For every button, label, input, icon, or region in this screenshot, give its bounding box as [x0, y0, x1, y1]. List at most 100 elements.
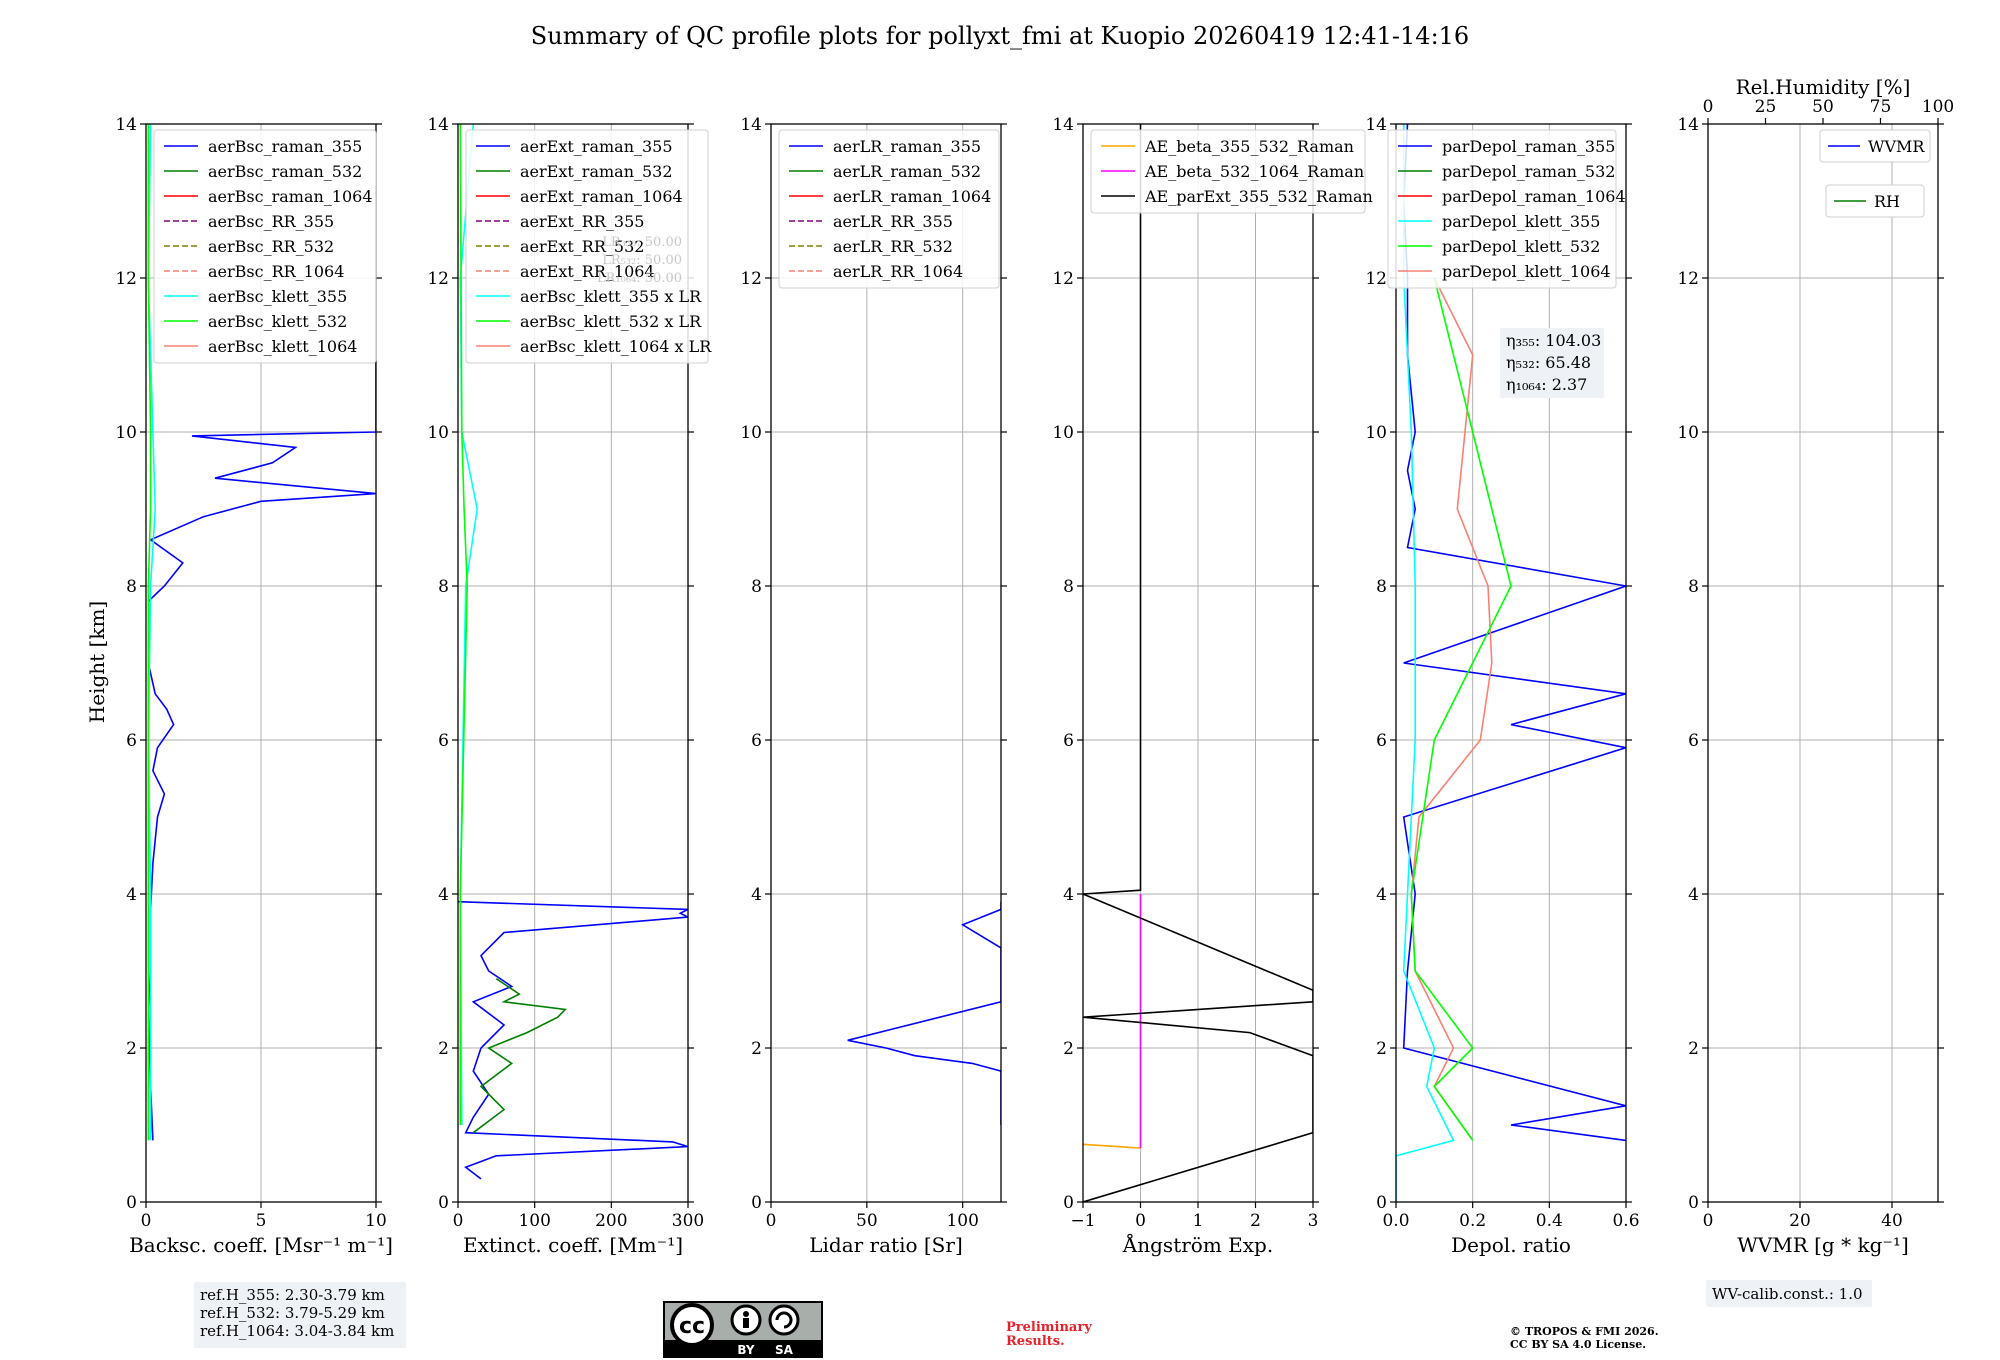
series-group	[147, 124, 376, 1141]
cc-license-logo: cc BY SA	[663, 1301, 823, 1358]
legend: WVMR RH	[1819, 129, 1931, 218]
x-tick-label: 2	[1250, 1211, 1261, 1231]
y-tick-label: 14	[427, 115, 449, 135]
legend-label: aerLR_raman_532	[833, 162, 981, 181]
series-line-parDepol_klett_1064	[1410, 277, 1493, 1141]
reference-height-box: ref.H_355: 2.30-3.79 km ref.H_532: 3.79-…	[194, 1282, 406, 1348]
lidar-ratio-note: LR₃₅₅: 50.00	[602, 235, 682, 250]
legend-label: aerLR_RR_1064	[833, 262, 963, 281]
series-line-aerBsc_klett_532 x LR	[459, 124, 469, 1125]
axes-frame	[770, 123, 1002, 1203]
legend-label: aerBsc_RR_532	[208, 237, 334, 256]
legend-label: aerExt_raman_532	[520, 162, 673, 181]
y-tick-label: 2	[1376, 1039, 1387, 1059]
panel-6: 0 20 40 0 2 4 6 8 10 12 14 WVMR [g * kg⁻¹] 0 25 50 75 10…	[1677, 75, 1954, 1257]
series-line-aerBsc_raman_355	[147, 185, 376, 1141]
y-tick-label: 4	[1376, 885, 1387, 905]
x-tick-label: 3	[1308, 1211, 1319, 1231]
ref-height-1064: ref.H_1064: 3.04-3.84 km	[200, 1322, 394, 1340]
series-line-aerBsc_klett_532	[147, 124, 152, 1141]
legend-label: parDepol_raman_1064	[1442, 187, 1626, 206]
y-tick-label: 6	[126, 731, 137, 751]
copyright-line1: © TROPOS & FMI 2026.	[1510, 1325, 1659, 1338]
figure-title: Summary of QC profile plots for pollyxt_…	[531, 22, 1469, 50]
y-tick-label: 4	[438, 885, 449, 905]
y-tick-label: 4	[1688, 885, 1699, 905]
y-tick-label: 10	[1677, 423, 1699, 443]
legend-label: aerExt_raman_355	[520, 137, 673, 156]
legend-box	[1090, 129, 1366, 214]
y-tick-label: 14	[740, 115, 762, 135]
legend-label: AE_beta_532_1064_Raman	[1144, 162, 1364, 181]
x-tick-label: 0	[141, 1211, 152, 1231]
top-x-tick-label: 25	[1755, 97, 1777, 117]
y-tick-label: 12	[115, 269, 137, 289]
legend-label: aerBsc_klett_1064 x LR	[520, 337, 712, 356]
x-tick-label: 20	[1789, 1211, 1811, 1231]
axes-frame	[457, 123, 689, 1203]
legend-label: aerLR_RR_355	[833, 212, 953, 231]
eta-note: η₅₃₂: 65.48	[1506, 353, 1591, 372]
x-tick-label: 0.6	[1612, 1211, 1639, 1231]
y-tick-label: 0	[1376, 1193, 1387, 1213]
copyright-line2: CC BY SA 4.0 License.	[1510, 1338, 1646, 1351]
y-tick-label: 0	[1063, 1193, 1074, 1213]
panel-5: 0.0 0.2 0.4 0.6 0 2 4 6 8 10 12 14 Depol. ratio parDe…	[1365, 115, 1639, 1257]
y-tick-label: 10	[427, 423, 449, 443]
legend-label: AE_beta_355_532_Raman	[1144, 137, 1354, 156]
legend-label: aerBsc_klett_355	[208, 287, 347, 306]
y-tick-label: 2	[438, 1039, 449, 1059]
panel-3: 0 50 100 0 2 4 6 8 10 12 14 Lidar ratio [Sr] aerLR_r…	[740, 115, 1007, 1257]
cc-logo-cc: cc	[679, 1314, 705, 1339]
ref-height-355: ref.H_355: 2.30-3.79 km	[200, 1286, 385, 1304]
x-axis-label: Ångström Exp.	[1122, 1232, 1273, 1257]
legend-label: WVMR	[1868, 137, 1925, 156]
series-line-parDepol_klett_532	[1410, 277, 1512, 1141]
x-axis-label: WVMR [g * kg⁻¹]	[1737, 1233, 1909, 1257]
eta-note: η₁₀₆₄: 2.37	[1506, 375, 1587, 394]
x-tick-label: 1	[1193, 1211, 1204, 1231]
top-x-tick-label: 100	[1922, 97, 1954, 117]
legend: AE_beta_355_532_Raman AE_beta_532_1064_Ra…	[1090, 129, 1373, 214]
y-tick-label: 6	[1688, 731, 1699, 751]
cc-logo-sa: SA	[775, 1343, 794, 1357]
legend-label: aerBsc_RR_355	[208, 212, 334, 231]
y-tick-label: 2	[751, 1039, 762, 1059]
y-tick-label: 14	[115, 115, 137, 135]
y-tick-label: 12	[1052, 269, 1074, 289]
y-tick-label: 0	[126, 1193, 137, 1213]
legend-label: aerBsc_RR_1064	[208, 262, 344, 281]
legend: aerBsc_raman_355 aerBsc_raman_532 aerBsc_r…	[153, 129, 377, 364]
legend: parDepol_raman_355 parDepol_raman_532 parD…	[1387, 129, 1626, 289]
legend-label: RH	[1874, 192, 1900, 211]
x-axis-label: Lidar ratio [Sr]	[809, 1233, 963, 1257]
legend-box	[1819, 129, 1931, 163]
y-tick-label: 8	[126, 577, 137, 597]
x-tick-label: 0	[1703, 1211, 1714, 1231]
legend-label: parDepol_raman_532	[1442, 162, 1615, 181]
x-axis-label: Backsc. coeff. [Msr⁻¹ m⁻¹]	[129, 1233, 393, 1257]
y-tick-label: 4	[1063, 885, 1074, 905]
legend-label: parDepol_klett_532	[1442, 237, 1600, 256]
x-tick-label: 0	[453, 1211, 464, 1231]
x-tick-label: 0	[1135, 1211, 1146, 1231]
series-line-aerExt_raman_355	[458, 900, 688, 1180]
legend-label: parDepol_klett_1064	[1442, 262, 1611, 281]
y-tick-label: 0	[438, 1193, 449, 1213]
legend-label: AE_parExt_355_532_Raman	[1144, 187, 1373, 206]
x-axis-label: Depol. ratio	[1451, 1233, 1571, 1257]
legend-label: aerLR_raman_1064	[833, 187, 991, 206]
y-tick-label: 12	[427, 269, 449, 289]
y-axis-label: Height [km]	[85, 601, 109, 723]
y-tick-label: 10	[115, 423, 137, 443]
x-tick-label: 5	[256, 1211, 267, 1231]
legend-box	[778, 129, 1000, 289]
series-group	[1083, 124, 1313, 1202]
x-tick-label: 0.0	[1382, 1211, 1409, 1231]
lidar-ratio-note: LR₁₀₆₄: 50.00	[597, 271, 682, 286]
legend-label: aerExt_raman_1064	[520, 187, 683, 206]
legend-label: aerBsc_raman_355	[208, 137, 362, 156]
cc-icon	[670, 1303, 714, 1347]
